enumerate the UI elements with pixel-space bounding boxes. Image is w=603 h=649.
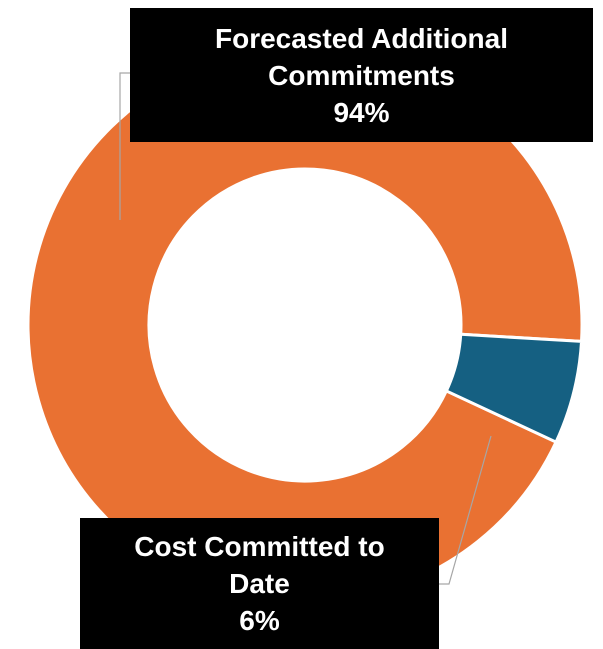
data-label-value: 6% [239,605,280,636]
data-label-text: Date [229,568,290,599]
data-label-text: Forecasted Additional [214,22,508,54]
data-label-text: Commitments [268,59,455,91]
data-label-forecasted-additional-commitments: Forecasted Additional Commitments 94% [130,8,593,142]
donut-slice-cost-committed-to-date [444,332,584,445]
data-label-text: Cost Committed to [134,531,385,562]
leader-lines [119,72,492,585]
donut-slices [26,46,584,604]
leader-line-cost-committed-to-date [439,435,492,585]
data-label-value: 94% [333,96,390,128]
data-label-cost-committed-to-date: Cost Committed to Date 6% [80,518,439,649]
leader-line-forecasted-additional-commitments [119,72,130,220]
